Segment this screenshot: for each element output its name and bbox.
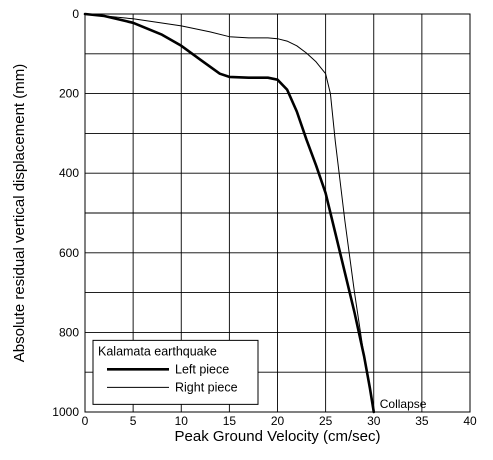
x-tick-label: 5 [130, 414, 137, 428]
y-axis-title: Absolute residual vertical displacement … [11, 64, 28, 362]
y-tick-label: 0 [72, 7, 79, 21]
series-line-right-piece [84, 13, 375, 413]
y-tick-labels: 0 200 400 600 800 1000 [52, 7, 79, 419]
grid [84, 13, 471, 413]
x-tick-label: 0 [82, 414, 89, 428]
x-tick-labels: 0 5 10 15 20 25 30 35 40 [82, 414, 477, 428]
legend-label-right-piece: Right piece [175, 380, 238, 394]
x-tick-label: 25 [319, 414, 333, 428]
y-tick-label: 600 [59, 246, 79, 260]
legend-box [92, 339, 259, 405]
series-layer [83, 12, 376, 414]
x-tick-label: 40 [463, 414, 477, 428]
y-tick-label: 800 [59, 325, 79, 339]
y-tick-label: 1000 [52, 405, 79, 419]
x-axis-title: Peak Ground Velocity (cm/sec) [175, 428, 381, 445]
legend-label-left-piece: Left piece [175, 362, 229, 376]
collapse-annotation: Collapse [380, 397, 427, 411]
x-tick-label: 20 [271, 414, 285, 428]
y-tick-label: 400 [59, 166, 79, 180]
series-line-left-piece [83, 12, 376, 414]
x-tick-label: 30 [367, 414, 381, 428]
x-tick-label: 10 [175, 414, 189, 428]
y-tick-label: 200 [59, 87, 79, 101]
x-tick-label: 15 [223, 414, 237, 428]
x-tick-label: 35 [415, 414, 429, 428]
legend: Kalamata earthquake Left piece Right pie… [92, 339, 259, 405]
plot-frame [84, 13, 471, 413]
legend-title: Kalamata earthquake [98, 344, 217, 358]
